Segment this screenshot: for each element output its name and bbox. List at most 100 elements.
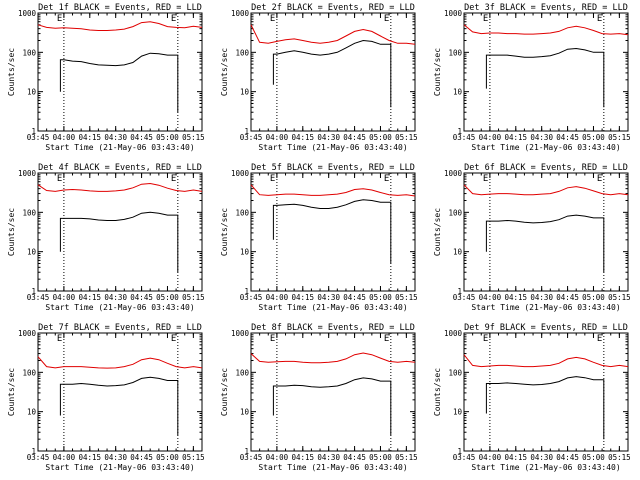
y-tick-label: 1 [31, 447, 36, 456]
x-axis-label: Start Time (21-May-06 03:43:40) [45, 463, 194, 472]
marker-label: E [483, 174, 488, 184]
y-tick-label: 1 [31, 127, 36, 136]
x-tick-label: 04:00 [53, 133, 76, 142]
x-tick-label: 04:00 [266, 453, 289, 462]
y-tick-label: 1 [457, 447, 462, 456]
y-tick-label: 100 [235, 48, 249, 57]
y-tick-label: 10 [240, 408, 250, 417]
x-tick-label: 04:30 [530, 133, 553, 142]
detector-panel: Det 7f BLACK = Events, RED = LLD 1 10 100 10… [7, 323, 205, 472]
panel-title: Det 5f BLACK = Events, RED = LLD [251, 163, 415, 173]
x-tick-label: 03:45 [453, 453, 476, 462]
y-tick-label: 100 [448, 368, 462, 377]
x-axis-label: Start Time (21-May-06 03:43:40) [45, 143, 194, 152]
y-tick-label: 1000 [18, 169, 37, 178]
marker-label: E [171, 174, 176, 184]
lld-series-line [463, 184, 629, 196]
y-tick-label: 1 [244, 447, 249, 456]
x-axis-label: Start Time (21-May-06 03:43:40) [471, 303, 620, 312]
panel-title: Det 7f BLACK = Events, RED = LLD [38, 323, 202, 333]
y-axis-label: Counts/sec [7, 48, 16, 96]
panel-title: Det 1f BLACK = Events, RED = LLD [38, 3, 202, 13]
y-tick-label: 100 [22, 48, 36, 57]
panel-title: Det 4f BLACK = Events, RED = LLD [38, 163, 202, 173]
marker-label: E [171, 14, 176, 24]
events-series-line [59, 376, 179, 436]
x-axis-label: Start Time (21-May-06 03:43:40) [45, 303, 194, 312]
detector-panel: Det 3f BLACK = Events, RED = LLD 1 10 100 10… [433, 3, 631, 152]
events-series-line [59, 52, 179, 113]
y-tick-label: 1000 [18, 329, 37, 338]
x-tick-label: 04:30 [317, 133, 340, 142]
x-tick-label: 04:15 [292, 133, 315, 142]
marker-label: E [483, 334, 488, 344]
x-tick-label: 03:45 [27, 293, 50, 302]
x-tick-label: 04:45 [343, 453, 366, 462]
x-tick-label: 04:00 [266, 133, 289, 142]
marker-label: E [57, 14, 62, 24]
events-series-line [485, 376, 605, 440]
x-tick-label: 04:45 [130, 293, 153, 302]
x-tick-label: 05:00 [369, 453, 392, 462]
events-series-line [272, 199, 392, 264]
y-tick-label: 1000 [444, 169, 463, 178]
y-tick-label: 10 [240, 88, 250, 97]
detector-panel: Det 6f BLACK = Events, RED = LLD 1 10 100 10… [433, 163, 631, 312]
x-tick-label: 05:00 [156, 453, 179, 462]
x-tick-label: 04:00 [53, 293, 76, 302]
x-tick-label: 04:00 [479, 453, 502, 462]
events-series-line [59, 211, 179, 273]
x-tick-label: 05:15 [608, 453, 631, 462]
x-tick-label: 04:15 [292, 453, 315, 462]
y-tick-label: 1 [457, 127, 462, 136]
x-tick-label: 05:15 [395, 133, 418, 142]
x-tick-label: 05:00 [582, 133, 605, 142]
y-tick-label: 100 [235, 208, 249, 217]
y-tick-label: 10 [453, 248, 463, 257]
y-axis-label: Counts/sec [7, 208, 16, 256]
x-tick-label: 04:45 [556, 453, 579, 462]
y-tick-label: 1000 [444, 9, 463, 18]
x-tick-label: 04:45 [556, 133, 579, 142]
x-axis-label: Start Time (21-May-06 03:43:40) [471, 143, 620, 152]
x-tick-label: 04:45 [343, 293, 366, 302]
y-tick-label: 1000 [231, 169, 250, 178]
x-tick-label: 05:00 [156, 133, 179, 142]
events-series-line [485, 214, 605, 273]
plot-frame [250, 332, 416, 452]
plot-frame [463, 12, 629, 132]
x-tick-label: 05:15 [182, 293, 205, 302]
marker-label: E [483, 14, 488, 24]
panel-title: Det 9f BLACK = Events, RED = LLD [464, 323, 628, 333]
y-tick-label: 100 [448, 48, 462, 57]
x-tick-label: 05:15 [608, 293, 631, 302]
y-tick-label: 1000 [231, 9, 250, 18]
plot-frame [250, 172, 416, 292]
y-tick-label: 1 [244, 287, 249, 296]
y-tick-label: 100 [22, 368, 36, 377]
marker-label: E [57, 334, 62, 344]
plot-frame [37, 12, 203, 132]
y-tick-label: 1000 [444, 329, 463, 338]
x-tick-label: 03:45 [240, 453, 263, 462]
lld-series-line [250, 24, 416, 45]
y-axis-label: Counts/sec [220, 48, 229, 96]
x-tick-label: 04:15 [505, 293, 528, 302]
marker-label: E [384, 14, 389, 24]
x-tick-label: 03:45 [27, 133, 50, 142]
y-tick-label: 10 [27, 248, 37, 257]
x-tick-label: 04:00 [479, 133, 502, 142]
y-axis-label: Counts/sec [220, 368, 229, 416]
plot-frame [463, 172, 629, 292]
x-tick-label: 05:00 [156, 293, 179, 302]
x-tick-label: 04:45 [343, 133, 366, 142]
x-tick-label: 04:30 [104, 293, 127, 302]
x-axis-label: Start Time (21-May-06 03:43:40) [258, 463, 407, 472]
x-tick-label: 05:00 [582, 293, 605, 302]
detector-panel: Det 2f BLACK = Events, RED = LLD 1 10 100 10… [220, 3, 418, 152]
x-tick-label: 04:00 [53, 453, 76, 462]
y-axis-label: Counts/sec [433, 208, 442, 256]
x-tick-label: 04:45 [556, 293, 579, 302]
x-tick-label: 04:15 [505, 133, 528, 142]
